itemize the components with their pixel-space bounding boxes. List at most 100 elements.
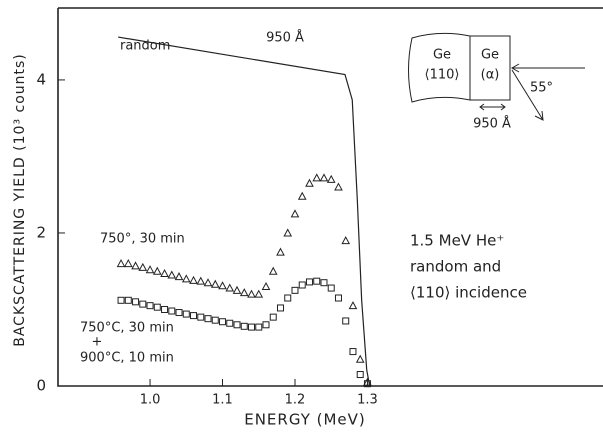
square-marker [276, 304, 284, 312]
inset-ge-crystal [408, 32, 471, 103]
triangle-marker [203, 278, 213, 287]
triangle-marker [225, 283, 235, 292]
square-marker [226, 319, 234, 327]
x-tick-label: 1.2 [285, 393, 306, 408]
y-tick-label: 2 [36, 223, 46, 241]
square-marker [190, 312, 198, 320]
square-marker [146, 302, 154, 310]
square-marker [219, 318, 227, 326]
triangle-marker [247, 289, 256, 298]
triangle-marker [276, 247, 285, 256]
square-marker [204, 315, 212, 323]
square-marker [255, 323, 263, 331]
triangle-marker [138, 262, 148, 271]
triangle-marker [319, 173, 329, 182]
inset-label: (α) [481, 68, 500, 83]
inset-label: Ge [481, 48, 499, 63]
triangle-marker [145, 265, 155, 274]
inset-incident-arrow [510, 63, 585, 73]
triangle-marker [312, 173, 322, 182]
triangle-marker [174, 272, 184, 281]
annotation: 1.5 MeV He⁺ [410, 232, 504, 250]
triangle-marker [123, 259, 133, 268]
series-label: 750°C, 30 min [80, 321, 174, 336]
square-marker [161, 305, 169, 313]
inset-exit-arrow [511, 69, 544, 121]
y-axis-label: BACKSCATTERING YIELD (10³ counts) [12, 53, 28, 347]
inset-thickness-arrow [479, 103, 506, 111]
square-marker [262, 321, 270, 329]
square-marker [356, 371, 364, 379]
square-marker [298, 281, 306, 289]
square-marker [342, 317, 350, 325]
triangle-marker [218, 281, 227, 290]
inset-label: Ge [433, 48, 451, 63]
square-marker [305, 278, 313, 286]
triangle-marker [283, 228, 293, 237]
square-marker [363, 380, 371, 388]
square-marker [197, 313, 205, 321]
triangle-marker [341, 236, 351, 245]
y-tick-label: 4 [36, 70, 46, 88]
square-marker [124, 296, 132, 304]
annotation: + [92, 335, 103, 350]
triangle-marker [254, 289, 264, 298]
square-marker [291, 286, 299, 294]
square-marker [233, 321, 241, 329]
triangle-marker [290, 209, 300, 218]
x-tick-label: 1.0 [140, 393, 161, 408]
y-tick-label: 0 [36, 377, 46, 395]
triangle-marker [210, 279, 220, 288]
annotation: random and [410, 258, 501, 276]
triangle-marker [355, 354, 365, 363]
triangle-marker [239, 288, 249, 297]
triangle-marker [181, 274, 191, 283]
square-marker [175, 309, 183, 317]
inset-label: 55° [530, 81, 553, 96]
series-label: random [120, 39, 170, 54]
square-marker [327, 284, 335, 292]
inset-label: ⟨110⟩ [425, 68, 460, 83]
square-marker [117, 296, 125, 304]
square-marker [153, 303, 161, 311]
triangle-marker [116, 259, 126, 268]
square-marker [284, 294, 292, 302]
triangle-marker [305, 178, 314, 187]
square-marker [211, 316, 219, 324]
triangle-marker [297, 191, 307, 200]
triangle-marker [334, 182, 343, 191]
square-marker [269, 313, 277, 321]
triangle-marker [167, 270, 177, 279]
square-marker [334, 294, 342, 302]
triangle-marker [196, 276, 206, 285]
square-marker [320, 279, 328, 287]
x-axis-label: ENERGY (MeV) [244, 411, 366, 429]
annotation: ⟨110⟩ incidence [410, 284, 527, 302]
triangle-marker [326, 174, 336, 183]
triangle-marker [152, 266, 162, 275]
x-tick-label: 1.3 [357, 393, 378, 408]
annotation: 900°C, 10 min [80, 351, 174, 366]
triangle-marker [131, 261, 140, 270]
inset-diagram: Ge ⟨110⟩ Ge (α) 55° 950 Å [408, 32, 585, 132]
square-marker [349, 348, 357, 356]
x-tick-label: 1.1 [212, 393, 233, 408]
square-marker [248, 323, 256, 331]
square-marker [168, 307, 176, 315]
square-marker [313, 277, 321, 285]
triangle-marker [363, 377, 372, 386]
triangle-marker [268, 266, 278, 275]
series-label: 750°, 30 min [100, 232, 185, 247]
inset-ge-layer [470, 35, 511, 101]
triangle-marker [189, 275, 198, 284]
triangle-marker [348, 301, 358, 310]
square-marker [240, 322, 248, 330]
triangle-marker [232, 285, 242, 294]
data-line [118, 36, 371, 387]
triangle-marker [261, 281, 271, 291]
square-marker [132, 298, 140, 306]
square-marker [139, 300, 147, 308]
square-marker [182, 310, 190, 318]
annotation: 950 Å [266, 30, 304, 46]
